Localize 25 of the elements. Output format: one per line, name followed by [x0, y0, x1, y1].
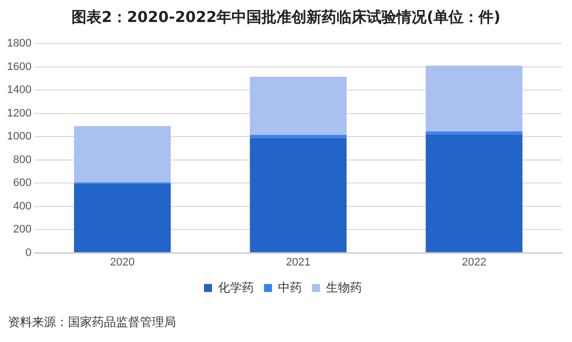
bar — [426, 131, 522, 134]
bar — [250, 76, 347, 135]
legend-label: 生物药 — [326, 280, 362, 294]
y-tick-label: 200 — [13, 224, 32, 236]
y-tick-label: 0 — [25, 246, 32, 259]
y-tick-label: 1000 — [6, 130, 32, 143]
chart-title: 图表2：2020-2022年中国批准创新药临床试验情况(单位：件) — [70, 8, 502, 27]
x-tick-label: 2021 — [286, 256, 310, 268]
y-tick-label: 800 — [13, 154, 32, 166]
x-tick-label: 2020 — [110, 256, 135, 268]
bar — [74, 184, 171, 252]
bar — [250, 138, 347, 252]
y-tick-label: 1800 — [6, 38, 32, 50]
bar — [426, 66, 522, 132]
y-tick-label: 1400 — [6, 84, 32, 96]
legend-label: 化学药 — [218, 280, 254, 294]
y-tick-label: 1600 — [6, 60, 32, 73]
y-tick-label: 400 — [13, 200, 32, 212]
legend-label: 中药 — [278, 280, 302, 294]
y-tick-label: 600 — [13, 177, 32, 190]
bar — [74, 126, 171, 182]
bar — [426, 134, 522, 252]
x-tick-label: 2022 — [462, 256, 486, 268]
text: 资料来源：国家药品监督管理局 — [8, 314, 176, 331]
y-tick-label: 1200 — [6, 107, 32, 120]
